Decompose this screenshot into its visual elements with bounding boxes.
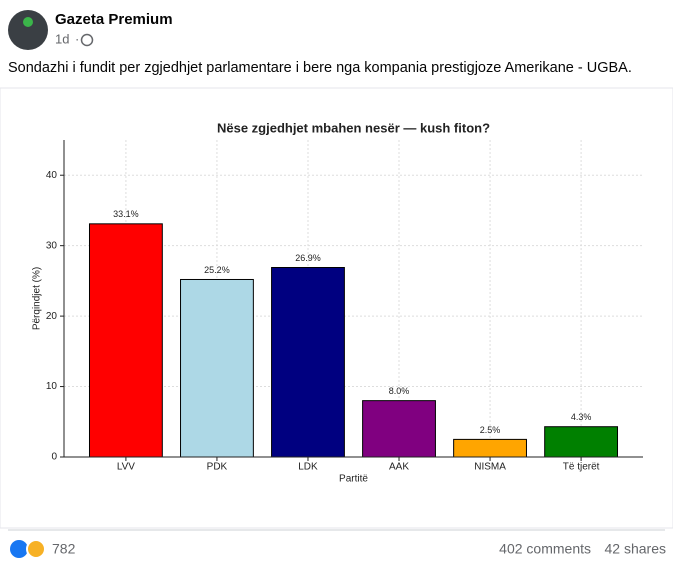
avatar[interactable] [8, 10, 48, 50]
value-label: 2.5% [480, 425, 501, 435]
x-tick-label: Të tjerët [563, 462, 600, 473]
x-tick-label: AAK [389, 462, 409, 473]
y-axis-label: Përqindjet (%) [32, 267, 43, 330]
y-tick-label: 40 [46, 170, 58, 181]
value-label: 33.1% [113, 209, 139, 219]
value-label: 4.3% [571, 412, 592, 422]
y-tick-label: 0 [51, 452, 57, 463]
haha-icon [26, 539, 46, 559]
bar [88, 223, 163, 458]
x-tick-label: NISMA [474, 462, 506, 473]
x-tick-label: LVV [117, 462, 135, 473]
y-tick-label: 30 [46, 240, 58, 251]
y-tick-label: 10 [46, 381, 58, 392]
like-icon [10, 540, 28, 558]
bar [544, 426, 619, 458]
x-axis-label: Partitë [339, 474, 368, 485]
x-tick-label: LDK [298, 462, 318, 473]
globe-icon [80, 33, 94, 47]
y-tick-label: 20 [46, 311, 58, 322]
reaction-count[interactable]: 782 [52, 541, 76, 557]
x-tick-label: PDK [207, 462, 228, 473]
author[interactable]: Gazeta Premium [55, 11, 173, 28]
bar [362, 400, 436, 458]
bar [453, 438, 527, 458]
separator-dot: · [75, 31, 79, 46]
comment-count[interactable]: 402 comments [499, 541, 591, 557]
share-count[interactable]: 42 shares [605, 541, 666, 557]
bar [180, 278, 254, 458]
bar [271, 267, 345, 458]
chart-title: Nëse zgjedhjet mbahen nesër — kush fiton… [217, 120, 490, 135]
avatar-logo [23, 17, 33, 27]
post-time[interactable]: 1d [55, 31, 69, 46]
post-text: Sondazhi i fundit per zgjedhjet parlamen… [8, 60, 632, 76]
value-label: 26.9% [295, 253, 321, 263]
value-label: 8.0% [389, 386, 410, 396]
value-label: 25.2% [204, 265, 230, 275]
